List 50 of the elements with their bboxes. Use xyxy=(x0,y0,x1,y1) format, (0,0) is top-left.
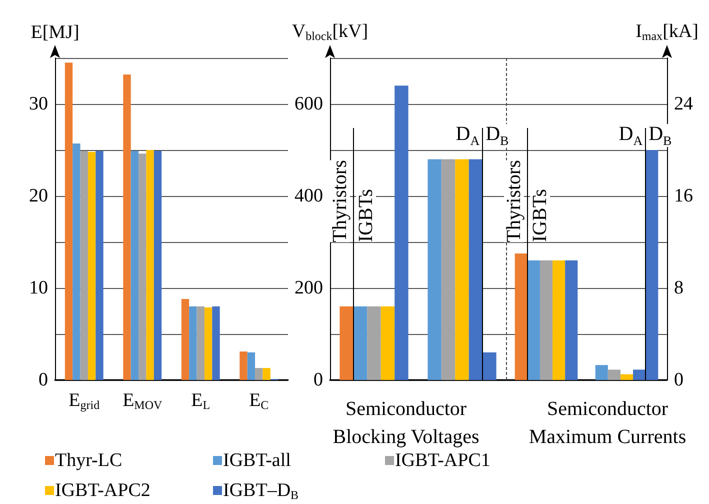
bar xyxy=(514,254,528,380)
legend-label: Thyr-LC xyxy=(55,450,122,471)
bar xyxy=(565,260,578,380)
annotation: IGBTs xyxy=(355,188,378,242)
bar xyxy=(262,368,270,380)
y-tick-label: 10 xyxy=(29,278,48,298)
y-tick-label: 20 xyxy=(29,186,48,206)
bar xyxy=(247,352,256,380)
annotation: Thyristors xyxy=(503,160,526,242)
bar xyxy=(64,62,73,380)
y-tick-label: 200 xyxy=(294,278,323,298)
bar xyxy=(196,306,204,380)
y-axis-title: E[MJ] xyxy=(30,22,80,43)
y-tick-label: 8 xyxy=(674,278,684,298)
y-tick-label: 30 xyxy=(29,94,48,114)
bar xyxy=(123,74,131,380)
bar xyxy=(181,299,190,380)
y-tick-label: 16 xyxy=(674,186,693,206)
y-tick-label: 0 xyxy=(314,370,323,390)
x-axis-title: Semiconductor Blocking Voltages xyxy=(332,398,480,448)
bar xyxy=(154,150,162,380)
bar xyxy=(212,306,220,380)
legend-label: IGBT-APC2 xyxy=(55,480,150,501)
bar xyxy=(204,307,212,380)
annotation: D$_{B}$ xyxy=(648,123,672,148)
bar xyxy=(340,306,354,380)
bar xyxy=(96,150,104,380)
annotation: Thyristors xyxy=(329,160,352,242)
annotation: D$_{A}$ xyxy=(456,123,480,148)
bar xyxy=(189,306,197,380)
annotation: D$_{B}$ xyxy=(486,123,509,148)
bar xyxy=(88,152,96,380)
bar xyxy=(130,150,139,380)
y-tick-label: 400 xyxy=(294,186,323,206)
legend-label: IGBT-all xyxy=(223,450,291,471)
bar xyxy=(240,351,248,380)
y-tick-label: 0 xyxy=(674,370,684,390)
bar xyxy=(72,144,80,380)
bar xyxy=(255,368,263,380)
bar xyxy=(138,154,146,380)
bar xyxy=(80,150,88,380)
y-tick-label: 600 xyxy=(294,94,323,114)
annotation: D$_{A}$ xyxy=(618,123,643,148)
x-axis-title: Semiconductor Maximum Currents xyxy=(528,398,686,448)
bar xyxy=(394,86,408,380)
annotation: IGBTs xyxy=(529,188,552,242)
bar xyxy=(146,150,154,380)
y-tick-label: 0 xyxy=(38,370,48,390)
legend-label: IGBT-APC1 xyxy=(395,450,490,471)
y-tick-label: 24 xyxy=(674,94,694,114)
